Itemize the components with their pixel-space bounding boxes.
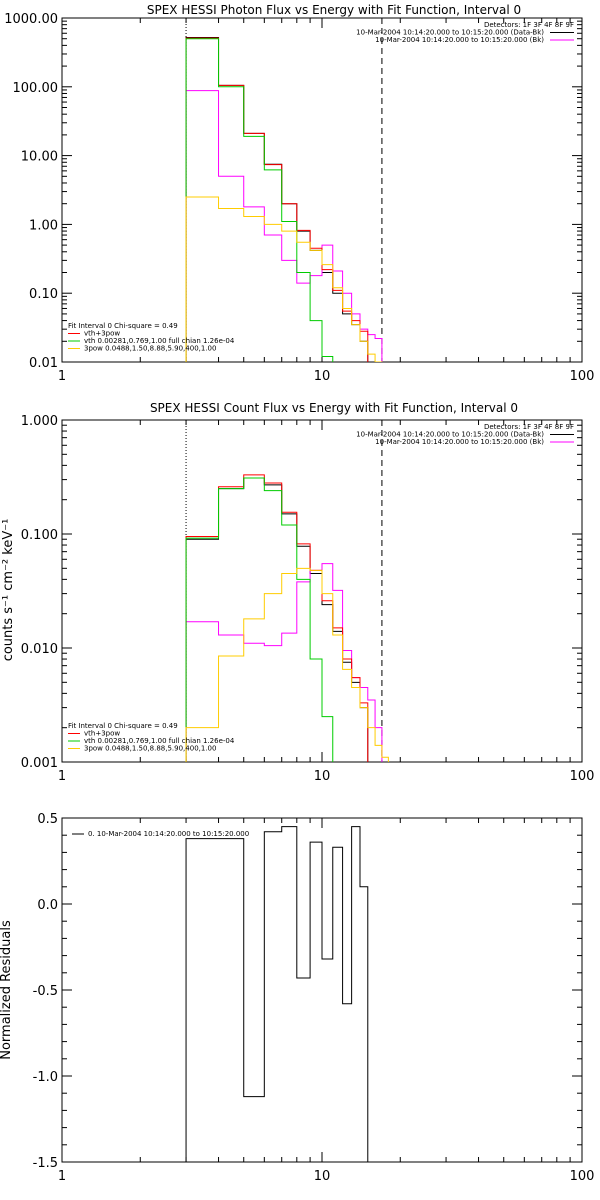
series-group [185, 826, 369, 1162]
legend-entry: 10-Mar-2004 10:14:20.000 to 10:15:20.000… [356, 29, 544, 37]
y-axis-label: counts s⁻¹ cm⁻² keV⁻¹ [1, 519, 16, 662]
y-tick-label: 0.0 [37, 898, 58, 913]
y-tick-label: -1.5 [33, 1156, 58, 1171]
series-line [185, 196, 383, 362]
legend-entry: 0. 10-Mar-2004 10:14:20.000 to 10:15:20.… [88, 830, 249, 838]
y-tick-label: 0.5 [37, 812, 58, 827]
x-tick-label: 1 [58, 769, 66, 784]
legend-entry: Fit Interval 0 Chi-square = 0.49 [68, 322, 178, 330]
y-tick-label: 1000.00 [4, 12, 58, 27]
legend-entry: 10-Mar-2004 10:14:20.000 to 10:15:20.000… [375, 438, 544, 446]
x-tick-label: 1 [58, 1169, 66, 1184]
legend-entry: 3pow 0.0488,1.50,8.88,5.90,400,1.00 [84, 745, 216, 753]
legend-entry: vth+3pow [84, 330, 120, 338]
x-tick-label: 1 [58, 369, 66, 384]
legend-entry: Detectors: 1F 3F 4F 8F 9F [484, 423, 574, 431]
photon-flux-panel: SPEX HESSI Photon Flux vs Energy with Fi… [4, 3, 595, 384]
y-tick-label: 10.00 [21, 150, 58, 165]
legend-entry: 10-Mar-2004 10:14:20.000 to 10:15:20.000… [375, 36, 544, 44]
legend-entry: vth 0.00281,0.769,1.00 full chian 1.26e-… [84, 737, 235, 745]
residuals-panel: Normalized Residuals 1 10 100 0.5 0.0 -0.5 -1.… [0, 812, 594, 1184]
y-tick-label: -1.0 [33, 1070, 58, 1085]
y-tick-label: 0.10 [29, 287, 58, 302]
y-tick-label: 1.000 [21, 414, 58, 429]
y-tick-label: -0.5 [33, 984, 58, 999]
legend-entry: Fit Interval 0 Chi-square = 0.49 [68, 722, 178, 730]
x-tick-label: 100 [570, 769, 595, 784]
legend-entry: vth 0.00281,0.769,1.00 full chian 1.26e-… [84, 337, 235, 345]
x-tick-label: 100 [570, 1169, 595, 1184]
chart-title: SPEX HESSI Photon Flux vs Energy with Fi… [147, 3, 521, 17]
plot-frame [61, 17, 583, 363]
y-tick-label: 0.01 [29, 356, 58, 371]
y-tick-label: 100.00 [13, 81, 59, 96]
series-line [185, 567, 389, 762]
y-tick-label: 0.100 [21, 528, 58, 543]
legend-entry: Detectors: 1F 3F 4F 8F 9F [484, 21, 574, 29]
x-tick-label: 10 [314, 769, 331, 784]
x-tick-label: 10 [314, 1169, 331, 1184]
series-line [185, 474, 369, 762]
series-line [185, 563, 383, 762]
legend-entry: vth+3pow [84, 730, 120, 738]
series-line [185, 826, 369, 1162]
series-line [185, 477, 334, 762]
x-tick-label: 100 [570, 369, 595, 384]
chart-title: SPEX HESSI Count Flux vs Energy with Fit… [150, 401, 518, 415]
legend-entry: 10-Mar-2004 10:14:20.000 to 10:15:20.000… [356, 431, 544, 439]
series-group [185, 474, 389, 762]
x-tick-label: 10 [314, 369, 331, 384]
series-group [185, 37, 383, 362]
y-tick-label: 0.010 [21, 642, 58, 657]
y-tick-label: 1.00 [29, 218, 58, 233]
count-flux-panel: SPEX HESSI Count Flux vs Energy with Fit… [1, 401, 595, 784]
y-axis-label: Normalized Residuals [0, 920, 14, 1060]
series-line [185, 38, 334, 362]
series-line [185, 477, 369, 762]
legend-entry: 3pow 0.0488,1.50,8.88,5.90,400,1.00 [84, 345, 216, 353]
y-tick-label: 0.001 [21, 756, 58, 771]
